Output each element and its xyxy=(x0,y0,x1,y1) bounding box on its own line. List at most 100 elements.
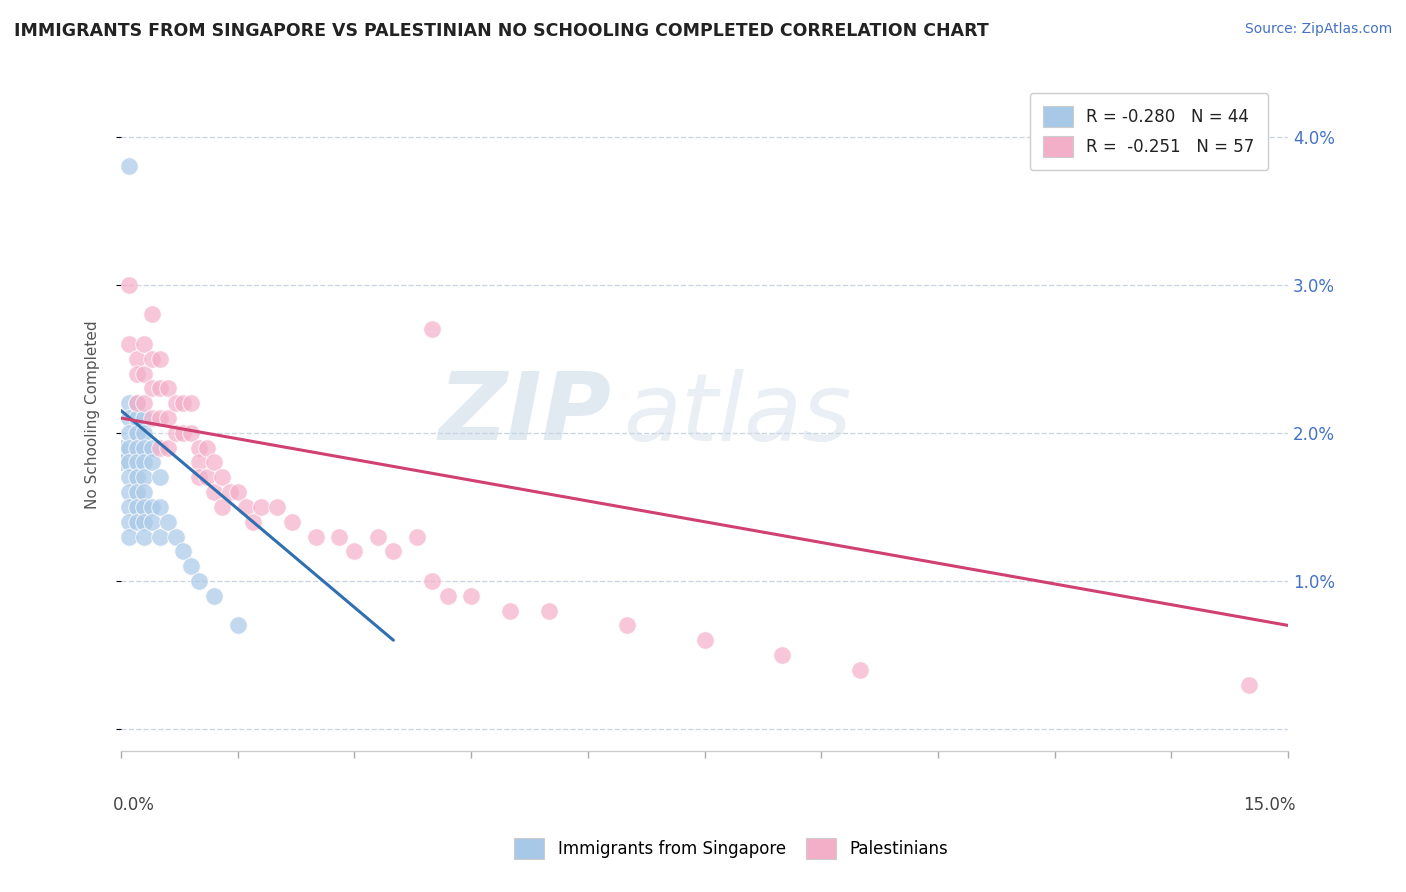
Point xyxy=(204,589,226,603)
Point xyxy=(195,470,218,484)
Point xyxy=(226,618,249,632)
Point xyxy=(367,529,389,543)
Point xyxy=(156,515,179,529)
Point xyxy=(187,470,209,484)
Text: ZIP: ZIP xyxy=(439,368,612,460)
Point xyxy=(405,529,427,543)
Point xyxy=(118,529,141,543)
Point xyxy=(125,396,148,410)
Point xyxy=(460,589,482,603)
Point xyxy=(141,351,163,366)
Point xyxy=(125,425,148,440)
Point xyxy=(328,529,350,543)
Point xyxy=(118,470,141,484)
Point xyxy=(165,425,187,440)
Point xyxy=(242,515,264,529)
Point xyxy=(141,381,163,395)
Point xyxy=(134,515,156,529)
Text: Source: ZipAtlas.com: Source: ZipAtlas.com xyxy=(1244,22,1392,37)
Text: atlas: atlas xyxy=(623,369,851,460)
Point xyxy=(134,529,156,543)
Point xyxy=(125,515,148,529)
Point xyxy=(235,500,257,514)
Point xyxy=(134,337,156,351)
Point xyxy=(499,604,522,618)
Point xyxy=(118,337,141,351)
Point xyxy=(141,411,163,425)
Point xyxy=(693,633,716,648)
Point xyxy=(125,470,148,484)
Point xyxy=(118,411,141,425)
Point xyxy=(118,515,141,529)
Point xyxy=(226,485,249,500)
Point xyxy=(250,500,273,514)
Point xyxy=(281,515,304,529)
Point xyxy=(165,396,187,410)
Point xyxy=(172,396,194,410)
Point xyxy=(343,544,366,558)
Point xyxy=(141,441,163,455)
Point xyxy=(125,441,148,455)
Point xyxy=(141,500,163,514)
Point xyxy=(187,455,209,469)
Point xyxy=(125,351,148,366)
Point xyxy=(156,381,179,395)
Point xyxy=(125,500,148,514)
Point xyxy=(304,529,326,543)
Point xyxy=(141,455,163,469)
Point xyxy=(134,500,156,514)
Point xyxy=(204,485,226,500)
Point xyxy=(118,485,141,500)
Point xyxy=(211,500,233,514)
Point xyxy=(180,396,202,410)
Point xyxy=(149,441,172,455)
Y-axis label: No Schooling Completed: No Schooling Completed xyxy=(86,320,100,508)
Point xyxy=(219,485,242,500)
Point xyxy=(134,485,156,500)
Point xyxy=(266,500,288,514)
Point xyxy=(125,455,148,469)
Point xyxy=(125,396,148,410)
Text: 0.0%: 0.0% xyxy=(114,796,155,814)
Point xyxy=(849,663,872,677)
Point xyxy=(134,470,156,484)
Point xyxy=(180,559,202,574)
Point xyxy=(125,411,148,425)
Point xyxy=(149,500,172,514)
Point xyxy=(118,159,141,173)
Point xyxy=(118,455,141,469)
Point xyxy=(118,425,141,440)
Point xyxy=(149,411,172,425)
Point xyxy=(118,396,141,410)
Point xyxy=(149,470,172,484)
Point xyxy=(110,441,132,455)
Point xyxy=(125,485,148,500)
Point xyxy=(156,441,179,455)
Point xyxy=(134,441,156,455)
Point xyxy=(134,425,156,440)
Point xyxy=(134,411,156,425)
Point xyxy=(118,500,141,514)
Point xyxy=(172,425,194,440)
Legend: Immigrants from Singapore, Palestinians: Immigrants from Singapore, Palestinians xyxy=(506,830,956,868)
Point xyxy=(537,604,560,618)
Point xyxy=(195,441,218,455)
Point xyxy=(149,529,172,543)
Point xyxy=(125,367,148,381)
Point xyxy=(211,470,233,484)
Point xyxy=(1237,678,1260,692)
Point xyxy=(187,574,209,588)
Point xyxy=(382,544,405,558)
Point xyxy=(149,351,172,366)
Point xyxy=(141,307,163,321)
Point xyxy=(118,441,141,455)
Point xyxy=(141,515,163,529)
Point xyxy=(149,381,172,395)
Point xyxy=(134,396,156,410)
Text: 15.0%: 15.0% xyxy=(1243,796,1296,814)
Point xyxy=(118,277,141,292)
Point xyxy=(134,367,156,381)
Point xyxy=(156,411,179,425)
Point xyxy=(437,589,460,603)
Text: IMMIGRANTS FROM SINGAPORE VS PALESTINIAN NO SCHOOLING COMPLETED CORRELATION CHAR: IMMIGRANTS FROM SINGAPORE VS PALESTINIAN… xyxy=(14,22,988,40)
